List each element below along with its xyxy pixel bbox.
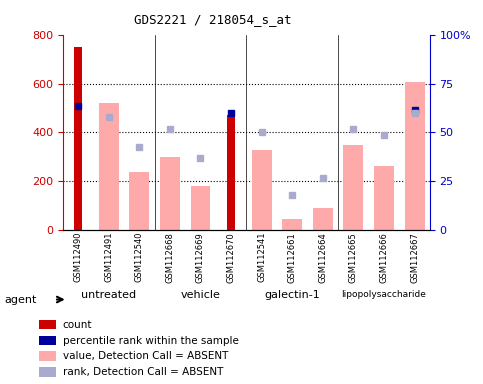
Text: percentile rank within the sample: percentile rank within the sample <box>63 336 239 346</box>
Text: lipopolysaccharide: lipopolysaccharide <box>341 290 426 299</box>
Bar <box>129 172 149 230</box>
Text: GDS2221 / 218054_s_at: GDS2221 / 218054_s_at <box>134 13 291 26</box>
Bar <box>374 166 394 230</box>
Bar <box>227 115 235 230</box>
Text: untreated: untreated <box>81 290 136 300</box>
Bar <box>190 185 211 230</box>
Text: rank, Detection Call = ABSENT: rank, Detection Call = ABSENT <box>63 367 223 377</box>
Bar <box>282 219 302 230</box>
Bar <box>313 209 333 230</box>
Bar <box>343 145 363 230</box>
Bar <box>74 47 83 230</box>
Text: agent: agent <box>5 295 37 305</box>
Text: galectin-1: galectin-1 <box>264 290 320 300</box>
Text: count: count <box>63 320 92 330</box>
Text: value, Detection Call = ABSENT: value, Detection Call = ABSENT <box>63 351 228 361</box>
Bar <box>405 81 425 230</box>
Bar <box>99 103 119 230</box>
Bar <box>252 151 271 230</box>
Bar <box>160 157 180 230</box>
Text: vehicle: vehicle <box>181 290 220 300</box>
